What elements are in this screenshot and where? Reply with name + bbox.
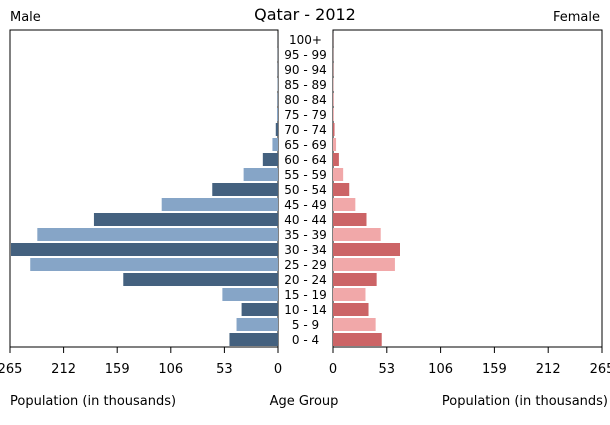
male-bar-5-9 <box>236 318 278 331</box>
male-bar-55-59 <box>243 168 278 181</box>
female-bar-0-4 <box>333 333 382 346</box>
female-bar-20-24 <box>333 273 377 286</box>
right-panel-label: Female <box>553 10 600 25</box>
female-bar-80-84 <box>333 93 334 106</box>
age-group-label: 45 - 49 <box>284 198 327 212</box>
male-tick-label: 159 <box>105 362 130 377</box>
chart-title: Qatar - 2012 <box>254 5 356 24</box>
male-tick-label: 53 <box>216 362 233 377</box>
female-tick-label: 53 <box>379 362 396 377</box>
male-bar-15-19 <box>222 288 278 301</box>
female-bar-55-59 <box>333 168 344 181</box>
age-group-label: 10 - 14 <box>284 303 327 317</box>
age-group-label: 60 - 64 <box>284 153 327 167</box>
age-group-label: 80 - 84 <box>284 93 327 107</box>
male-axis-title: Population (in thousands) <box>10 394 176 409</box>
male-bar-70-74 <box>275 123 278 136</box>
female-tick-label: 159 <box>482 362 507 377</box>
age-group-label: 70 - 74 <box>284 123 327 137</box>
female-tick-label: 212 <box>536 362 561 377</box>
age-group-label: 5 - 9 <box>292 318 319 332</box>
female-tick-label: 0 <box>329 362 337 377</box>
male-tick-label: 212 <box>51 362 76 377</box>
male-axis: 265 212 159 106 53 0 <box>0 346 282 377</box>
male-tick-label: 0 <box>274 362 282 377</box>
age-group-label: 40 - 44 <box>284 213 327 227</box>
female-bar-10-14 <box>333 303 369 316</box>
male-bar-80-84 <box>277 93 278 106</box>
male-bar-60-64 <box>262 153 278 166</box>
female-bar-25-29 <box>333 258 395 271</box>
female-axis-title: Population (in thousands) <box>442 394 608 409</box>
age-group-label: 65 - 69 <box>284 138 327 152</box>
left-panel-label: Male <box>10 10 41 25</box>
male-bar-50-54 <box>212 183 278 196</box>
female-bar-65-69 <box>333 138 337 151</box>
male-bars <box>11 33 279 346</box>
age-group-label: 85 - 89 <box>284 78 327 92</box>
female-bar-40-44 <box>333 213 367 226</box>
age-group-label: 0 - 4 <box>292 333 319 347</box>
age-group-label: 95 - 99 <box>284 48 327 62</box>
female-tick-label: 106 <box>428 362 453 377</box>
age-group-label: 75 - 79 <box>284 108 327 122</box>
male-bar-30-34 <box>11 243 278 256</box>
female-plot-frame <box>332 29 603 348</box>
male-bar-65-69 <box>272 138 278 151</box>
age-group-label: 50 - 54 <box>284 183 327 197</box>
female-bar-60-64 <box>333 153 339 166</box>
male-bar-45-49 <box>161 198 278 211</box>
age-group-label: 15 - 19 <box>284 288 327 302</box>
age-group-label: 30 - 34 <box>284 243 327 257</box>
age-group-label: 90 - 94 <box>284 63 327 77</box>
female-bars <box>333 33 400 346</box>
age-group-label: 100+ <box>289 33 322 47</box>
male-bar-10-14 <box>241 303 278 316</box>
male-bar-35-39 <box>37 228 279 241</box>
female-bar-35-39 <box>333 228 381 241</box>
female-bar-70-74 <box>333 123 335 136</box>
age-group-label: 25 - 29 <box>284 258 327 272</box>
female-bar-5-9 <box>333 318 376 331</box>
male-bar-40-44 <box>93 213 278 226</box>
female-bar-75-79 <box>333 108 334 121</box>
female-bar-15-19 <box>333 288 366 301</box>
male-bar-0-4 <box>229 333 278 346</box>
female-bar-30-34 <box>333 243 400 256</box>
center-axis-title: Age Group <box>270 394 339 409</box>
male-bar-20-24 <box>123 273 279 286</box>
male-tick-label: 265 <box>0 362 22 377</box>
female-axis: 0 53 106 159 212 265 <box>329 346 610 377</box>
age-group-label: 35 - 39 <box>284 228 327 242</box>
female-bar-50-54 <box>333 183 350 196</box>
male-tick-label: 106 <box>158 362 183 377</box>
male-bar-75-79 <box>276 108 278 121</box>
male-bar-25-29 <box>30 258 279 271</box>
female-tick-label: 265 <box>590 362 610 377</box>
female-bar-45-49 <box>333 198 356 211</box>
age-group-label: 55 - 59 <box>284 168 327 182</box>
age-group-label: 20 - 24 <box>284 273 327 287</box>
